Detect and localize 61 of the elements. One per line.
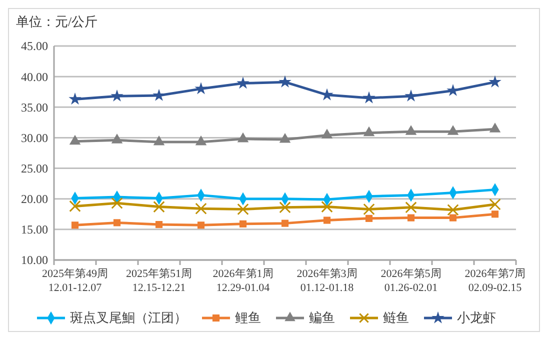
point: [237, 203, 249, 216]
point: [153, 135, 165, 146]
y-tick-label: 40.00: [21, 70, 48, 84]
legend-label: 小龙虾: [457, 310, 496, 325]
legend-label: 鲤鱼: [235, 310, 261, 325]
point: [321, 200, 333, 213]
x-tick-label: 2026年第7周 02.09-02.15: [464, 268, 526, 294]
x-tick-label: 2025年第49周 12.01-12.07: [42, 268, 108, 294]
point: [195, 135, 207, 146]
point: [69, 134, 81, 145]
x-tick-label: 2026年第1周 12.29-01.04: [212, 268, 274, 294]
point: [236, 76, 250, 89]
chart-title: 单位：元/公斤: [16, 14, 98, 29]
point: [281, 220, 289, 227]
point: [449, 214, 457, 222]
y-tick-label: 30.00: [21, 130, 48, 145]
point: [405, 202, 417, 214]
point: [239, 220, 247, 228]
point: [491, 210, 499, 218]
legend-label: 鲢鱼: [383, 310, 409, 325]
point: [194, 82, 208, 94]
legend-label: 斑点叉尾鮰（江团）: [70, 310, 187, 325]
point: [363, 126, 375, 136]
point: [489, 198, 501, 210]
legend-label: 鳊鱼: [309, 310, 335, 325]
point: [405, 125, 417, 135]
y-tick-label: 20.00: [21, 192, 48, 206]
point: [404, 89, 418, 102]
point: [279, 202, 291, 214]
y-tick-label: 15.00: [21, 222, 48, 237]
point: [113, 219, 121, 226]
point: [447, 204, 459, 216]
point: [68, 92, 82, 105]
point: [447, 125, 459, 135]
point: [488, 75, 502, 88]
point: [195, 202, 207, 215]
point: [111, 197, 123, 209]
point: [489, 122, 501, 132]
point: [111, 134, 123, 144]
y-tick-label: 25.00: [21, 161, 48, 176]
point: [153, 200, 165, 213]
x-tick-label: 2025年第51周 12.15-12.21: [126, 268, 192, 294]
point: [71, 222, 79, 229]
y-tick-label: 45.00: [21, 39, 48, 54]
point: [323, 216, 331, 224]
point: [279, 133, 291, 143]
point: [362, 91, 376, 104]
point: [363, 203, 375, 216]
point: [69, 200, 81, 212]
y-tick-label: 10.00: [21, 253, 48, 268]
point: [155, 221, 163, 228]
point: [197, 222, 205, 229]
x-tick-label: 2026年第5周 01.26-02.01: [380, 268, 442, 294]
point: [278, 75, 292, 88]
x-tick-label: 2026年第3周 01.12-01.18: [296, 268, 358, 294]
point: [110, 89, 124, 102]
point: [237, 132, 249, 142]
point: [407, 214, 415, 222]
point: [321, 128, 333, 139]
y-tick-label: 35.00: [21, 100, 48, 114]
point: [365, 214, 373, 222]
